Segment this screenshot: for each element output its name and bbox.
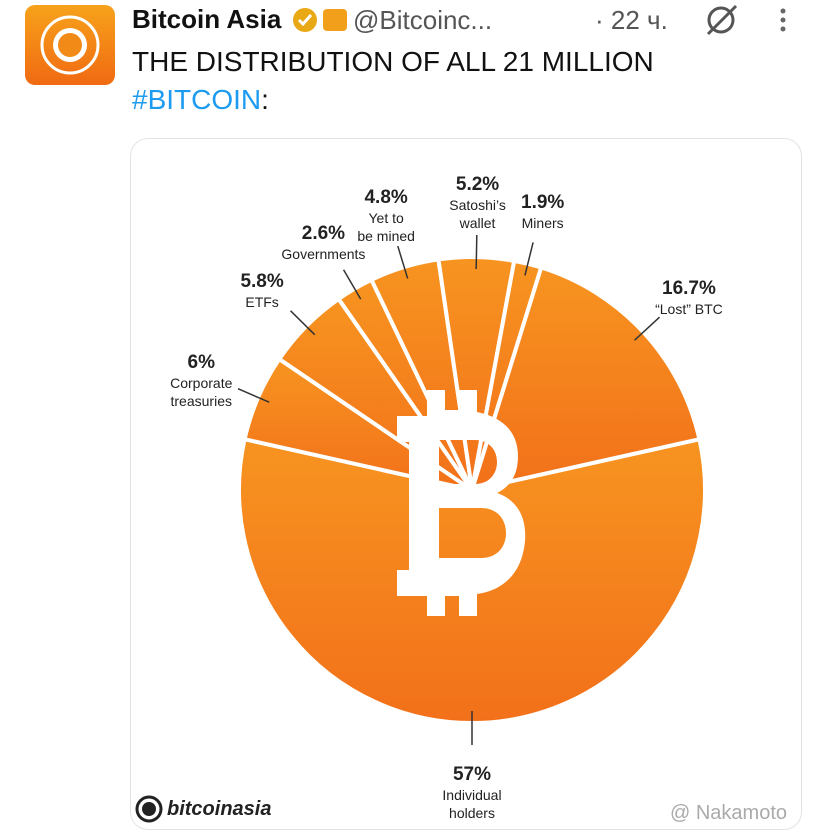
value-label: 1.9% [521, 191, 565, 213]
category-label: ETFs [245, 293, 279, 310]
category-label: Governments [281, 246, 366, 263]
brand-name: bitcoinasia [167, 798, 272, 820]
category-label: Yet to be mined [357, 209, 415, 244]
slice-label: 4.8% Yet to be mined [357, 187, 415, 245]
tweet-actions[interactable] [704, 4, 794, 38]
avatar[interactable] [25, 5, 115, 85]
slice-label: 6% Corporate treasuries [170, 352, 232, 410]
slice-label: 57% Individual holders [442, 764, 501, 822]
tweet-text-tail: #BITCOIN: [132, 84, 269, 116]
category-label: Miners [521, 214, 564, 231]
category-label: Individual holders [442, 787, 502, 821]
value-label: 5.8% [240, 270, 284, 292]
slice-label: 5.8% ETFs [240, 271, 283, 311]
slice-label: 2.6% Governments [281, 223, 365, 263]
category-label: Corporate treasuries [170, 374, 233, 409]
media-card[interactable] [130, 138, 802, 830]
leader-line [475, 235, 478, 270]
leader-line [634, 316, 661, 341]
slice-label: 1.9% Miners [521, 192, 564, 232]
leader-line [237, 388, 270, 403]
leader-line [290, 310, 316, 336]
value-label: 57% [452, 764, 492, 785]
brand-logo [135, 795, 163, 823]
slice-label: 5.2% Satoshi’s wallet [449, 174, 506, 232]
leader-line [342, 269, 362, 300]
author-name[interactable]: Bitcoin Asia [132, 4, 282, 34]
leader-line [397, 245, 409, 279]
value-label: 2.6% [301, 223, 346, 245]
tweet-text: THE DISTRIBUTION OF ALL 21 MILLION [132, 46, 654, 77]
value-label: 6% [187, 351, 215, 373]
bitcoin-symbol [397, 390, 526, 616]
slice-label: 16.7% “Lost” BTC [655, 278, 723, 318]
value-label: 16.7% [662, 278, 716, 300]
badges [293, 8, 347, 32]
value-label: 4.8% [364, 186, 408, 208]
value-label: 5.2% [455, 174, 500, 196]
punctuation: : [261, 84, 269, 115]
leader-line [524, 242, 534, 276]
avatar-logo [40, 15, 100, 75]
handle[interactable]: @Bitcoinc... [353, 5, 493, 35]
timestamp[interactable]: · 22 ч. [595, 5, 668, 35]
watermark: @ Nakamoto [670, 802, 788, 824]
hashtag[interactable]: #BITCOIN [132, 84, 262, 115]
category-label: “Lost” BTC [655, 301, 723, 318]
category-label: Satoshi’s wallet [449, 197, 506, 232]
